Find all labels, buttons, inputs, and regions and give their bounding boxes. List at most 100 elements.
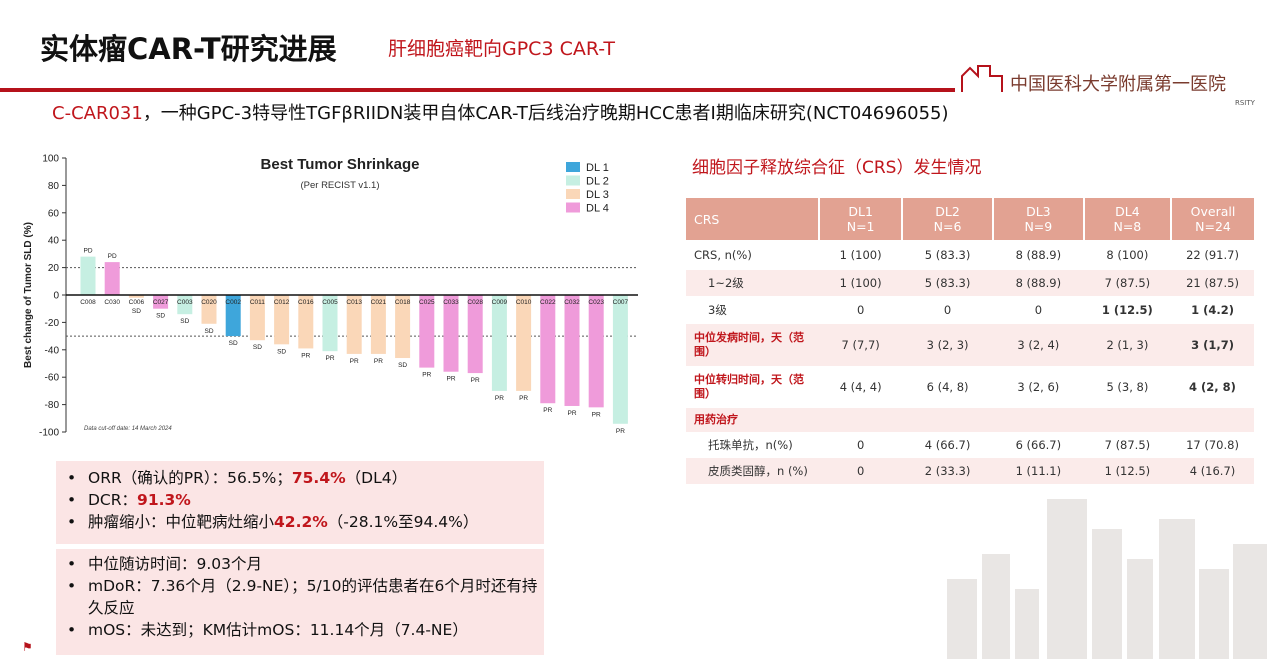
bar — [153, 295, 169, 309]
bar — [419, 295, 435, 368]
bar — [177, 295, 193, 315]
category-label: C008 — [80, 299, 96, 306]
bar — [80, 256, 96, 295]
chart-footnote: Data cut-off date: 14 March 2024 — [84, 426, 172, 432]
page-title: 实体瘤CAR-T研究进展 — [40, 32, 337, 66]
orr-item: ORR（确认的PR）：56.5%；75.4%（DL4） — [56, 467, 544, 489]
crs-table: CRS DL1 N=1 DL2 N=6 DL3 N=9 DL4 N=8 Overall N… — [686, 198, 1254, 484]
crs-header-cell: DL1 N=1 — [819, 198, 904, 240]
category-label: C011 — [250, 299, 265, 306]
bar — [128, 295, 144, 298]
category-label: C020 — [201, 299, 217, 306]
crs-header-row: CRS DL1 N=1 DL2 N=6 DL3 N=9 DL4 N=8 Overall N… — [686, 198, 1254, 240]
y-tick-label: -80 — [45, 400, 60, 411]
y-tick-label: 100 — [42, 154, 59, 165]
y-tick-label: -60 — [45, 373, 60, 384]
y-tick-label: 80 — [48, 181, 60, 192]
y-tick-label: 60 — [48, 208, 60, 219]
bar — [322, 295, 338, 352]
legend-label: DL 1 — [586, 162, 609, 174]
bar — [540, 295, 556, 404]
response-label: PR — [616, 428, 625, 435]
category-label: C022 — [540, 299, 556, 306]
response-label: PR — [350, 358, 359, 365]
category-label: C016 — [298, 299, 314, 306]
table-row: 1~2级 1 (100) 5 (83.3) 8 (88.9) 7 (87.5) … — [686, 270, 1254, 296]
study-description: C-CAR031，一种GPC-3特导性TGFβRIIDN装甲自体CAR-T后线治… — [52, 99, 949, 125]
dcr-item: DCR：91.3% — [56, 489, 544, 511]
bar — [516, 295, 532, 391]
bar — [612, 295, 628, 424]
logo-small-text: RSITY — [1235, 99, 1255, 107]
response-label: PR — [543, 407, 552, 414]
response-label: PR — [325, 355, 334, 362]
category-label: C025 — [419, 299, 435, 306]
crs-header-cell: DL3 N=9 — [992, 198, 1085, 240]
table-row: 托珠单抗，n(%) 0 4 (66.7) 6 (66.7) 7 (87.5) 1… — [708, 438, 1239, 452]
legend-swatch — [566, 202, 580, 213]
y-tick-label: 40 — [48, 236, 60, 247]
legend-swatch — [566, 175, 580, 186]
bar — [443, 295, 459, 372]
category-label: C028 — [467, 299, 483, 306]
crs-header-cell: CRS — [686, 198, 821, 240]
crs-header-cell: DL2 N=6 — [902, 198, 994, 240]
y-axis-label: Best change of Tumor SLD (%) — [23, 222, 34, 368]
category-label: C021 — [371, 299, 387, 306]
response-label: PR — [495, 395, 504, 402]
y-tick-label: 20 — [48, 263, 60, 274]
bar — [588, 295, 604, 408]
response-label: PD — [108, 253, 117, 260]
response-label: PR — [567, 410, 576, 417]
y-tick-label: 0 — [53, 291, 59, 302]
category-label: C003 — [177, 299, 193, 306]
crs-header-cell: Overall N=24 — [1171, 198, 1254, 240]
response-label: SD — [398, 362, 407, 369]
y-tick-label: -100 — [39, 428, 59, 439]
category-label: C013 — [346, 299, 362, 306]
waterfall-chart-svg: 100 80 60 40 20 0 -20 -40 -60 -80 -100 Best change … — [23, 154, 638, 439]
survival-summary-box: 中位随访时间：9.03个月 mDoR：7.36个月（2.9-NE）；5/10的评… — [56, 549, 544, 655]
table-row: 中位发病时间，天（范围） 7 (7,7) 3 (2, 3) 3 (2, 4) 2… — [686, 324, 1254, 366]
category-label: C012 — [274, 299, 290, 306]
category-label: C005 — [322, 299, 338, 306]
bar — [274, 295, 290, 345]
legend-label: DL 3 — [586, 189, 609, 201]
bar — [370, 295, 386, 354]
table-row: 3级 0 0 0 1 (12.5) 1 (4.2) — [708, 303, 1234, 317]
followup-item: 中位随访时间：9.03个月 — [56, 553, 544, 575]
response-label: PR — [446, 376, 455, 383]
mos-item: mOS：未达到；KM估计mOS：11.14个月（7.4-NE） — [56, 619, 544, 641]
bar — [491, 295, 507, 391]
response-label: PR — [301, 352, 310, 359]
hospital-logo-icon — [961, 65, 1003, 92]
page-subtitle: 肝细胞癌靶向GPC3 CAR-T — [388, 38, 615, 60]
table-row: 皮质类固醇，n (%) 0 2 (33.3) 1 (11.1) 1 (12.5)… — [686, 458, 1254, 484]
bar — [467, 295, 483, 374]
response-label: SD — [132, 308, 141, 315]
category-label: C018 — [395, 299, 411, 306]
response-label: SD — [204, 328, 213, 335]
response-label: PR — [519, 395, 528, 402]
category-label: C010 — [516, 299, 532, 306]
mdor-item: mDoR：7.36个月（2.9-NE）；5/10的评估患者在6个月时还有持久反应 — [56, 575, 544, 619]
bar — [298, 295, 314, 349]
table-row: 中位转归时间，天（范围） 4 (4, 4) 6 (4, 8) 3 (2, 6) … — [694, 373, 1236, 400]
shrinkage-item: 肿瘤缩小：中位靶病灶缩小42.2%（-28.1%至94.4%） — [56, 511, 544, 533]
y-tick-label: -40 — [45, 345, 60, 356]
legend-swatch — [566, 162, 580, 172]
response-label: PR — [592, 411, 601, 418]
legend-swatch — [566, 189, 580, 199]
response-label: SD — [277, 348, 286, 355]
response-label: SD — [180, 318, 189, 325]
crs-title: 细胞因子释放综合征（CRS）发生情况 — [692, 158, 982, 178]
chart-subtitle: (Per RECIST v1.1) — [300, 180, 379, 191]
bar — [395, 295, 411, 359]
study-text: ，一种GPC-3特导性TGFβRIIDN装甲自体CAR-T后线治疗晚期HCC患者… — [142, 103, 949, 124]
hospital-logo-text: 中国医科大学附属第一医院 — [1010, 74, 1226, 95]
response-label: PR — [471, 377, 480, 384]
efficacy-summary-box: ORR（确认的PR）：56.5%；75.4%（DL4） DCR：91.3% 肿瘤… — [56, 461, 544, 544]
response-label: PR — [422, 372, 431, 379]
legend-label: DL 2 — [586, 176, 609, 188]
response-label: SD — [156, 313, 165, 320]
